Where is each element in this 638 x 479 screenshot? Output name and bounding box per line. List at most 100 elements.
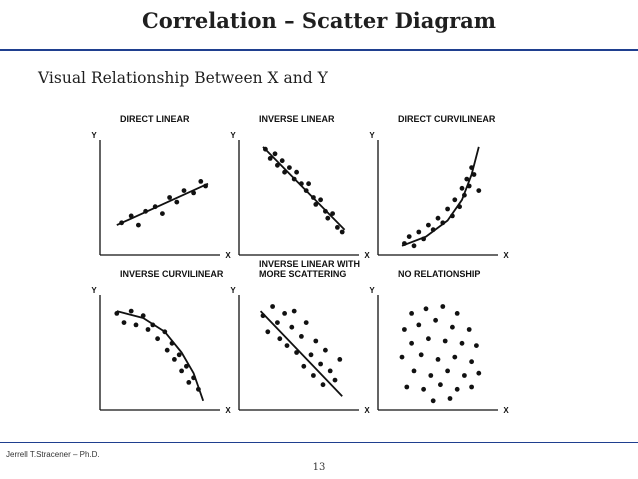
data-point [469, 359, 474, 365]
data-point [335, 225, 340, 230]
data-point [186, 380, 192, 385]
data-point [442, 338, 448, 344]
data-point [289, 324, 295, 330]
data-point [339, 229, 345, 235]
x-axis-label: X [364, 406, 370, 415]
y-axis-label: Y [369, 286, 375, 295]
data-point [332, 377, 338, 383]
scatter-panel-1: DIRECT LINEAR Y X [91, 114, 231, 260]
data-point [454, 311, 460, 316]
panel-title: NO RELATIONSHIP [398, 269, 480, 279]
data-point [140, 313, 146, 319]
data-point [114, 311, 120, 316]
data-point [265, 329, 271, 335]
slide-subtitle: Visual Relationship Between X and Y [38, 69, 328, 87]
data-point [440, 304, 446, 309]
data-point [275, 320, 280, 325]
data-point [191, 375, 197, 381]
data-point [421, 236, 426, 242]
data-point [430, 227, 436, 233]
data-point [291, 308, 297, 314]
panel-title: MORE SCATTERING [259, 269, 346, 279]
data-point [409, 311, 414, 316]
data-point [143, 208, 149, 214]
data-point [291, 176, 297, 182]
data-point [430, 398, 436, 404]
panel-title: INVERSE CURVILINEAR [120, 269, 224, 279]
data-point [160, 211, 165, 217]
data-point [409, 340, 414, 346]
data-point [136, 222, 141, 228]
data-point [277, 336, 283, 342]
trend-line [259, 310, 343, 397]
trend-line [262, 146, 346, 231]
data-point [303, 320, 309, 325]
data-point [279, 158, 285, 164]
y-axis-label: Y [91, 131, 97, 140]
y-axis-label: Y [369, 131, 375, 140]
panel-title: DIRECT CURVILINEAR [398, 114, 496, 124]
y-axis-label: Y [91, 286, 97, 295]
data-point [184, 363, 189, 369]
data-point [275, 162, 280, 168]
data-point [476, 370, 482, 376]
data-point [450, 324, 455, 330]
scatter-panel-4: INVERSE CURVILINEAR Y X [91, 269, 231, 415]
data-point [466, 183, 472, 189]
footer-divider [0, 442, 638, 443]
data-point [128, 308, 134, 314]
data-point [169, 340, 175, 346]
data-point [399, 354, 405, 360]
data-point [155, 336, 161, 342]
data-point [438, 382, 443, 388]
data-point [311, 195, 316, 200]
data-point [450, 213, 455, 219]
data-point [306, 181, 311, 187]
data-point [323, 347, 328, 353]
data-point [299, 181, 304, 187]
data-point [270, 304, 275, 309]
x-axis-label: X [503, 406, 509, 415]
data-point [435, 215, 441, 221]
data-point [133, 322, 139, 328]
data-point [421, 386, 426, 392]
data-point [445, 368, 450, 374]
data-point [313, 202, 319, 207]
data-point [462, 192, 467, 198]
data-point [416, 229, 422, 235]
data-point [423, 306, 429, 312]
data-point [330, 211, 335, 217]
footer-author: Jerrell T.Stracener – Ph.D. [6, 450, 100, 459]
data-point [402, 327, 407, 332]
data-point [318, 361, 323, 367]
trend-line [116, 310, 205, 402]
page-number: 13 [312, 462, 326, 473]
data-point [462, 373, 467, 378]
data-point [459, 340, 465, 346]
y-axis-label: Y [230, 286, 236, 295]
scatter-panel-2: INVERSE LINEAR Y X [230, 114, 370, 260]
data-point [402, 241, 407, 246]
data-point [435, 357, 441, 362]
data-point [179, 368, 185, 374]
scatter-panel-6: NO RELATIONSHIP Y X [369, 269, 509, 415]
data-point [452, 354, 458, 360]
data-point [323, 208, 328, 214]
data-point [191, 190, 197, 196]
data-point [327, 368, 333, 374]
data-point [428, 373, 434, 378]
data-point [308, 352, 314, 358]
data-point [411, 243, 417, 249]
data-point [176, 352, 182, 358]
data-point [119, 220, 124, 226]
data-point [452, 197, 458, 203]
slide-title: Correlation – Scatter Diagram [142, 8, 496, 33]
data-point [198, 179, 204, 184]
data-point [263, 146, 268, 152]
panel-title: INVERSE LINEAR [259, 114, 335, 124]
y-axis-label: Y [230, 131, 236, 140]
data-point [260, 313, 266, 319]
data-point [337, 357, 343, 362]
data-point [416, 322, 422, 328]
